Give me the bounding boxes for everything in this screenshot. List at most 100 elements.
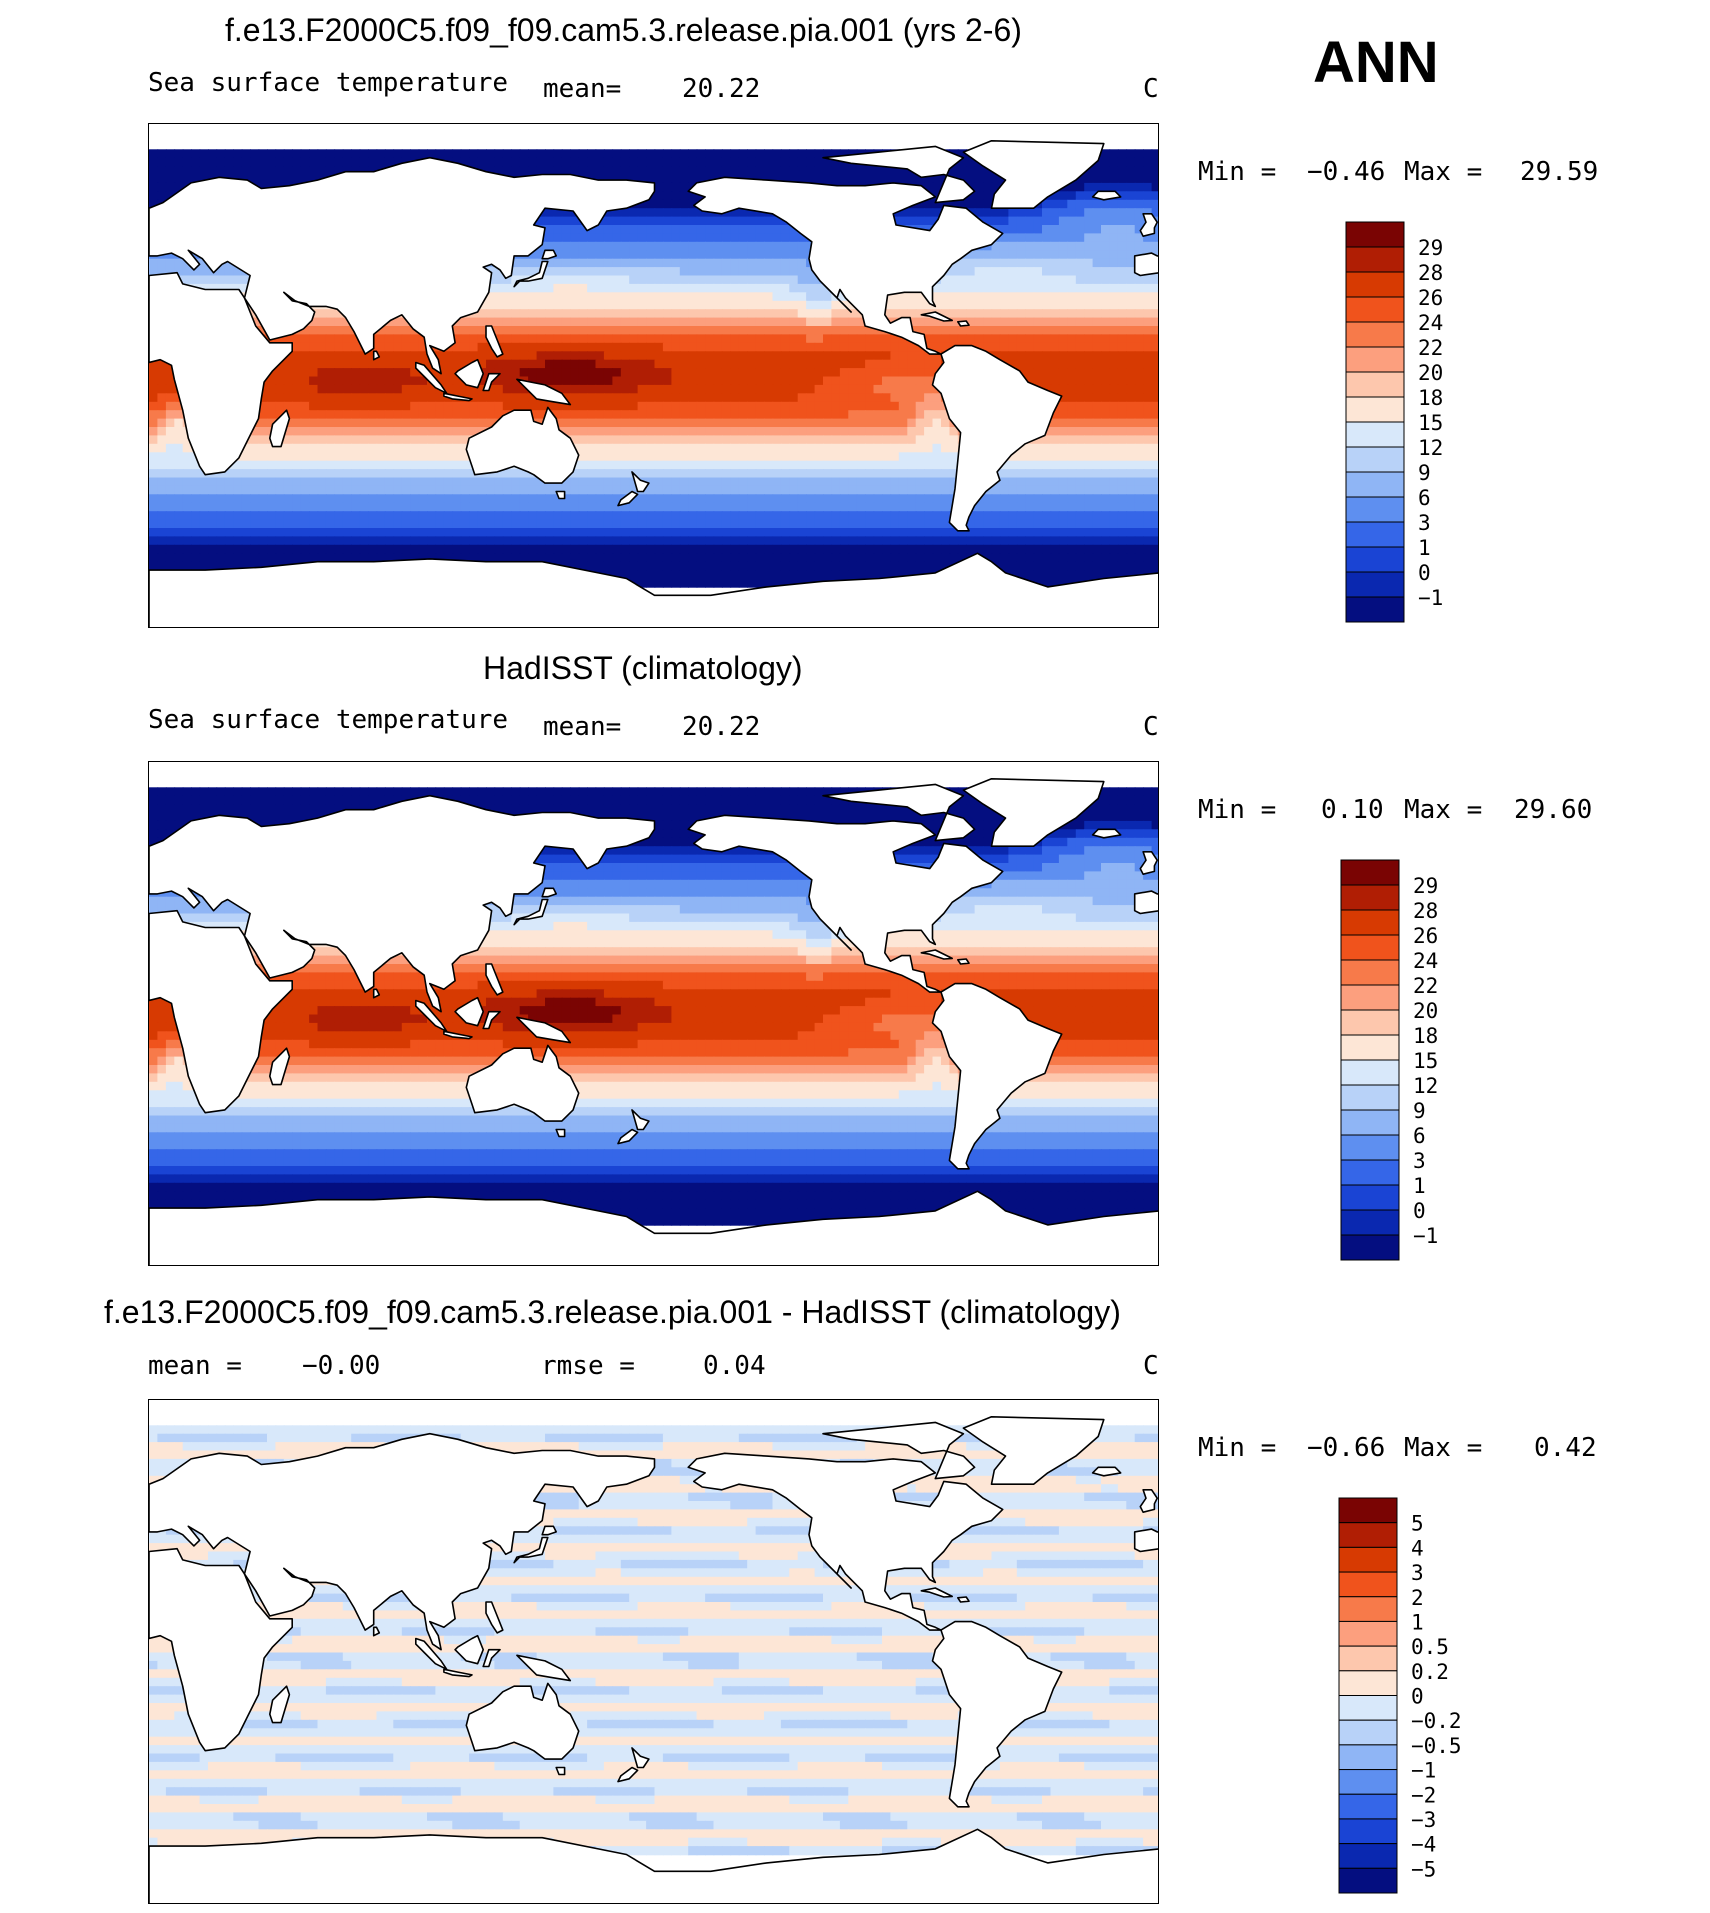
colorbar-tick-label: 1 [1418,536,1431,560]
land-mass [454,1634,484,1665]
colorbar-swatch [1338,1793,1398,1820]
colorbar-swatch [1338,1522,1398,1548]
colorbar-tick-label: 0.2 [1411,1660,1449,1684]
colorbar-tick-label: 6 [1418,486,1431,510]
colorbar-swatch [1340,859,1400,886]
land-mass [149,1432,656,1651]
panel-2-map [148,761,1159,1266]
colorbar-tick-label: 9 [1413,1099,1426,1123]
colorbar-swatch [1345,396,1405,423]
colorbar-tick-label: 3 [1411,1561,1424,1585]
panel-1-mean-label: mean= [543,74,622,104]
continents [149,1416,1158,1903]
land-mass [931,982,1063,1170]
land-mass [149,156,656,375]
land-mass [149,1828,1158,1903]
colorbar-tick-label: −1 [1413,1224,1438,1248]
colorbar-tick-label: 3 [1413,1149,1426,1173]
colorbar-swatch [1345,321,1405,348]
land-mass [541,1525,557,1536]
panel-2-mean-label: mean= [543,712,622,742]
panel-3-max-value: 0.42 [1534,1433,1597,1463]
colorbar-tick-label: 12 [1413,1074,1438,1098]
panel-3-rmse-value: 0.04 [703,1351,766,1381]
colorbar-swatch [1340,1134,1400,1161]
panel-2-mean-value: 20.22 [682,712,761,742]
colorbar-swatch [1338,1497,1398,1524]
land-mass [920,311,953,322]
colorbar-swatch [1345,521,1405,548]
land-mass [1091,1466,1122,1477]
colorbar-swatch [1340,959,1400,986]
colorbar-tick-label: 18 [1418,386,1443,410]
colorbar-swatch [1340,1059,1400,1086]
land-mass [149,271,293,476]
colorbar-swatch [1340,1009,1400,1036]
colorbar-tick-label: 24 [1418,311,1443,335]
land-mass [485,963,504,996]
land-mass [631,1109,650,1131]
land-mass [962,778,1105,847]
land-mass [617,1766,639,1783]
land-mass [1133,252,1158,277]
land-mass [149,909,293,1114]
colorbar-swatch [1338,1843,1398,1869]
land-mass [920,1587,953,1598]
season-label: ANN [1313,30,1439,95]
colorbar-swatch [1345,421,1405,448]
colorbar-tick-label: 26 [1413,924,1438,948]
colorbar-tick-label: 15 [1413,1049,1438,1073]
colorbar-swatch [1340,984,1400,1011]
land-mass [465,406,580,484]
land-mass [465,1682,580,1760]
colorbar-tick-label: 0 [1411,1685,1424,1709]
land-mass [269,1047,291,1086]
colorbar-swatch [1345,246,1405,273]
colorbar-tick-label: 29 [1418,236,1443,260]
land-mass [149,1547,293,1752]
panel-2-max-label: Max = [1404,795,1483,825]
land-mass [513,1536,549,1564]
land-mass [149,1190,1158,1265]
colorbar-swatch [1340,1209,1400,1236]
colorbar-swatch [1340,884,1400,911]
colorbar-swatch [1338,1769,1398,1795]
panel-1-units: C [1143,74,1159,104]
panel-1-max-value: 29.59 [1520,157,1599,187]
colorbar-swatch [1338,1867,1398,1894]
colorbar-tick-label: 5 [1411,1512,1424,1536]
panel-1-max-label: Max = [1404,157,1483,187]
land-mass [617,490,639,507]
colorbar-swatch [1345,471,1405,498]
land-mass [149,794,656,1013]
colorbar-tick-label: 1 [1411,1610,1424,1634]
colorbar-swatch [1340,1109,1400,1136]
land-mass [1091,190,1122,201]
land-mass [454,358,484,389]
land-mass [1133,1528,1158,1553]
land-mass [631,471,650,493]
land-mass [957,1596,970,1603]
colorbar-swatch [1340,909,1400,936]
colorbar-swatch [1340,1184,1400,1211]
panel-2-min-value: 0.10 [1321,795,1384,825]
land-mass [516,378,572,406]
land-mass [1139,851,1158,875]
land-mass [516,1016,572,1044]
land-mass [687,814,1004,993]
land-mass [555,1766,566,1776]
colorbar-tick-label: 20 [1418,361,1443,385]
panel-3-max-label: Max = [1404,1433,1483,1463]
panel-3-mean-value: −0.00 [302,1351,381,1381]
colorbar-tick-label: 9 [1418,461,1431,485]
land-mass [931,344,1063,532]
land-mass [1139,213,1158,237]
land-mass [149,552,1158,627]
land-mass [957,958,970,965]
colorbar-tick-label: 29 [1413,874,1438,898]
land-mass [822,145,976,204]
panel-3-mean-label: mean = [148,1351,242,1381]
land-mass [822,783,976,842]
colorbar-swatch [1345,571,1405,598]
